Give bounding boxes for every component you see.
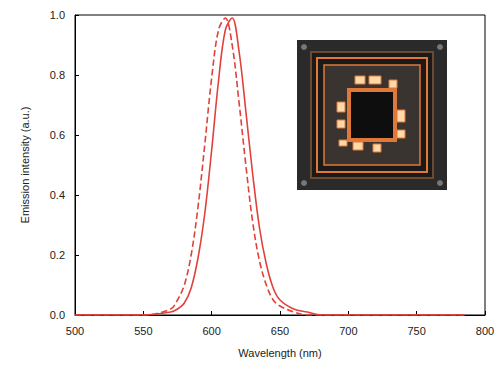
svg-text:1.0: 1.0 (50, 9, 65, 21)
svg-text:700: 700 (339, 325, 357, 337)
svg-text:650: 650 (271, 325, 289, 337)
svg-text:0.8: 0.8 (50, 69, 65, 81)
svg-text:0.2: 0.2 (50, 249, 65, 261)
svg-text:0.0: 0.0 (50, 309, 65, 321)
svg-text:500: 500 (66, 325, 84, 337)
svg-text:Emission intensity (a.u.): Emission intensity (a.u.) (19, 107, 31, 224)
svg-text:0.6: 0.6 (50, 129, 65, 141)
svg-text:0.4: 0.4 (50, 189, 65, 201)
svg-text:750: 750 (407, 325, 425, 337)
svg-text:550: 550 (134, 325, 152, 337)
svg-text:800: 800 (476, 325, 494, 337)
svg-text:Wavelength (nm): Wavelength (nm) (238, 347, 321, 359)
svg-text:600: 600 (202, 325, 220, 337)
